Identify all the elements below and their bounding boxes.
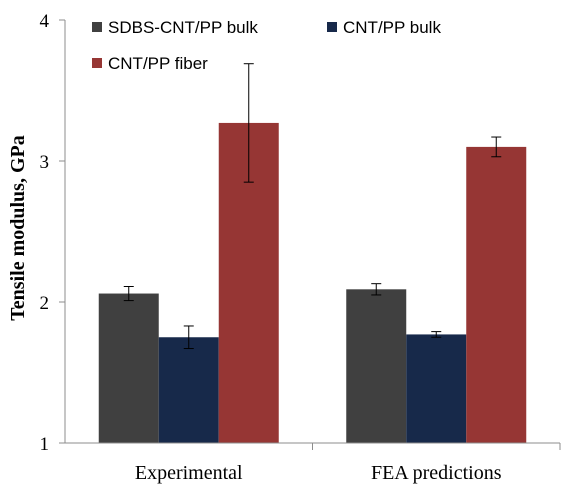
bar <box>346 289 407 443</box>
legend-swatch <box>92 58 102 68</box>
bar <box>158 337 219 443</box>
y-tick-labels: 1 2 3 4 <box>40 11 50 455</box>
legend: SDBS-CNT/PP bulk CNT/PP bulk CNT/PP fiber <box>92 18 441 73</box>
y-tick-label: 1 <box>40 434 50 455</box>
y-tick-label: 2 <box>40 293 50 314</box>
bar <box>98 293 159 443</box>
bars <box>98 122 527 444</box>
y-tick-label: 4 <box>40 11 50 32</box>
x-category-labels: Experimental FEA predictions <box>135 462 502 484</box>
y-tick-label: 3 <box>40 152 50 173</box>
bar <box>466 146 527 443</box>
legend-label: CNT/PP fiber <box>108 54 208 73</box>
x-category-label: FEA predictions <box>371 462 502 484</box>
y-axis-title: Tensile modulus, GPa <box>7 135 29 320</box>
legend-label: CNT/PP bulk <box>343 18 441 37</box>
legend-label: SDBS-CNT/PP bulk <box>108 18 258 37</box>
error-bars <box>123 63 502 350</box>
x-category-label: Experimental <box>135 462 243 484</box>
legend-swatch <box>92 22 102 32</box>
legend-swatch <box>327 22 337 32</box>
axes <box>59 19 561 450</box>
bar <box>406 334 467 443</box>
